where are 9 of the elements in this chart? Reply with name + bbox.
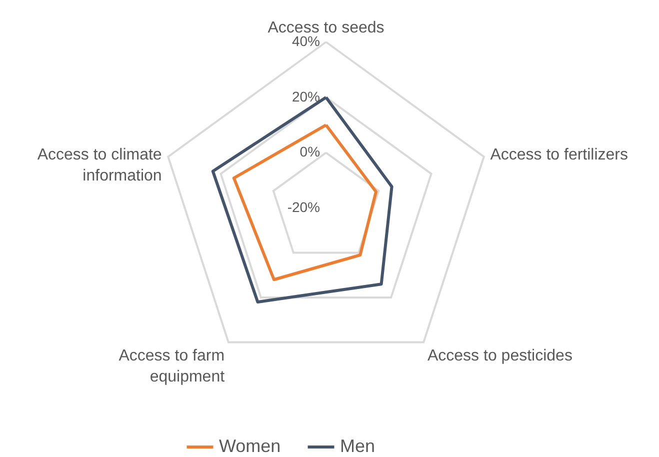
legend-label: Women [219,436,281,456]
legend-label: Men [340,436,376,456]
spoke-label: Access to farm equipment [118,348,226,386]
spoke-label: Access to climate information [37,146,162,185]
spoke-label: Access to fertilizers [490,146,628,164]
y-tick-label: 20% [292,88,320,104]
y-tick-label: -20% [287,199,320,215]
spoke-label: Access to pesticides [427,348,572,365]
y-tick-label: 0% [300,144,320,160]
